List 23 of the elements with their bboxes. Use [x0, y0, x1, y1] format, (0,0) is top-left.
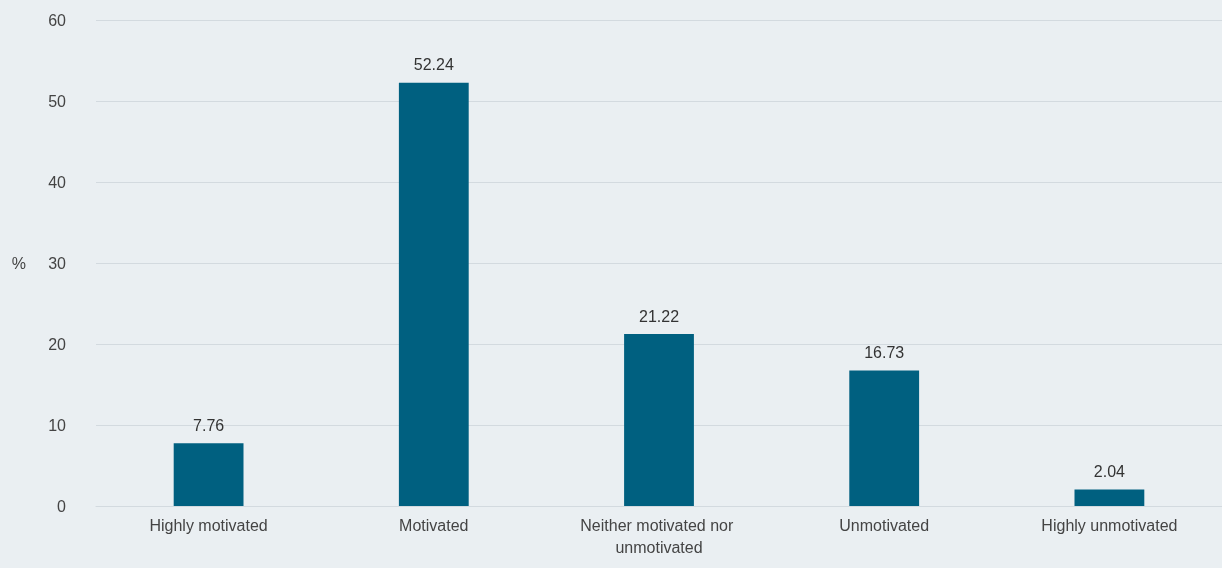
y-tick-label: 60: [48, 11, 67, 29]
bar: [1074, 489, 1145, 506]
x-tick-label: Unmotivated: [839, 516, 930, 534]
y-tick-label: 30: [48, 254, 67, 272]
x-tick-label: Motivated: [399, 516, 469, 534]
data-label: 2.04: [1093, 462, 1126, 480]
data-label: 7.76: [193, 416, 225, 434]
x-tick-label: Highly motivated: [149, 516, 268, 534]
y-tick-label: 20: [48, 335, 67, 353]
y-tick-label: 10: [48, 416, 67, 434]
y-tick-label: 50: [48, 92, 67, 110]
x-tick-label: Highly unmotivated: [1041, 516, 1178, 534]
bar: [624, 334, 694, 506]
y-axis-title: %: [11, 254, 26, 272]
bar: [849, 370, 920, 506]
y-tick-label: 0: [57, 497, 67, 515]
x-tick-label: Neither motivated nor unmotivated: [580, 516, 738, 556]
bar: [398, 82, 469, 506]
data-label: 52.24: [413, 56, 454, 74]
bar: [173, 443, 244, 506]
data-label: 16.73: [864, 343, 905, 361]
y-tick-label: 40: [48, 173, 67, 191]
data-label: 21.22: [638, 307, 680, 325]
